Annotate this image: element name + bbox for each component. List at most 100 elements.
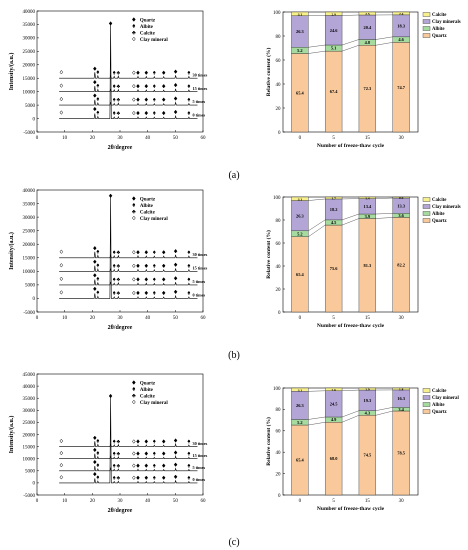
connector-line — [342, 39, 359, 46]
open-diamond-icon — [132, 83, 136, 89]
panel-label-c: (c) — [228, 537, 239, 548]
filled-diamond-icon — [144, 70, 149, 75]
data-label: 67.4 — [330, 89, 338, 94]
xrd-series-line — [59, 86, 198, 92]
connector-line — [308, 224, 326, 237]
filled-diamond-icon — [136, 439, 140, 444]
legend-swatch — [422, 409, 431, 414]
series-label: 30 times — [192, 72, 207, 77]
x-tick-label: 40 — [145, 499, 151, 504]
filled-diamond-icon — [144, 110, 149, 116]
x-tick-label: 15 — [365, 499, 371, 504]
filled-diamond-icon — [161, 97, 166, 102]
series-label: 30 times — [192, 441, 207, 446]
y-tick-label: 20000 — [23, 243, 36, 248]
xrd-series-line — [59, 279, 198, 286]
data-label: 24.6 — [330, 28, 338, 33]
legend-label: Albite — [432, 27, 445, 32]
filled-diamond-icon — [161, 70, 166, 75]
panel-label-a: (a) — [228, 170, 239, 181]
x-tick-label: 50 — [173, 136, 179, 141]
filled-spade-icon — [112, 291, 116, 295]
filled-diamond-icon — [173, 82, 178, 88]
bar-segment — [392, 11, 410, 16]
filled-spade-icon — [153, 264, 156, 268]
data-label: 65.4 — [296, 458, 304, 463]
filled-diamond-icon — [136, 290, 140, 296]
filled-diamond-icon — [144, 277, 149, 282]
filled-diamond-icon — [131, 196, 136, 201]
open-diamond-icon — [132, 451, 136, 456]
open-diamond-icon — [131, 36, 136, 42]
legend-label: Calcite — [432, 389, 446, 394]
filled-spade-icon — [187, 264, 191, 268]
connector-line — [341, 218, 360, 226]
filled-diamond-icon — [136, 83, 140, 89]
filled-diamond-icon — [136, 277, 140, 282]
y-tick-label: 30000 — [23, 216, 36, 221]
filled-club-icon — [132, 209, 136, 214]
filled-spade-icon — [153, 97, 156, 102]
series-label: 15 times — [192, 86, 207, 91]
stacked-bar-chart-a: 0 20 40 60 80 100 Relative content (%) Number o… — [265, 11, 461, 149]
legend-label: Calcite — [140, 32, 156, 37]
connector-line — [341, 415, 360, 423]
data-label: 13.4 — [364, 204, 372, 209]
y-tick-label: 20000 — [23, 433, 36, 438]
filled-spade-icon — [187, 70, 191, 75]
legend-label: Calcite — [140, 211, 156, 216]
open-diamond-icon — [132, 97, 136, 102]
legend-label: Clay mineral — [140, 401, 169, 406]
x-tick-label: 0 — [299, 136, 302, 141]
filled-spade-icon — [132, 24, 136, 28]
filled-spade-icon — [96, 249, 100, 254]
bar-segment — [324, 11, 343, 16]
x-tick-label: 10 — [62, 136, 68, 141]
stacked-bar-chart-b: 0 20 40 60 80 100 Relative content (%) Number o… — [265, 196, 461, 329]
filled-diamond-icon — [161, 439, 166, 444]
filled-diamond-icon — [136, 250, 140, 255]
filled-spade-icon — [112, 439, 116, 444]
bar-segment — [358, 387, 377, 391]
legend-swatch — [422, 33, 431, 38]
data-label: 4.6 — [398, 37, 404, 42]
x-axis-label: 2θ/degree — [108, 145, 133, 151]
filled-spade-icon — [96, 290, 100, 295]
open-diamond-icon — [132, 70, 136, 75]
legend-label: Quartz — [140, 198, 156, 203]
filled-spade-icon — [187, 291, 191, 295]
series-label: 30 times — [192, 252, 207, 257]
data-label: 5.2 — [297, 48, 303, 53]
filled-diamond-icon — [131, 380, 136, 385]
xrd-series-line — [59, 99, 198, 106]
xrd-series-line — [59, 441, 198, 447]
stacked-bar-chart-c: 0 20 40 60 80 100 Relative content (%) Number o… — [265, 387, 459, 512]
filled-diamond-icon — [93, 93, 97, 98]
x-tick-label: 30 — [399, 316, 405, 321]
filled-spade-icon — [112, 475, 116, 480]
open-diamond-icon — [132, 250, 136, 255]
data-label: 13.3 — [397, 203, 405, 208]
data-label: 65.4 — [296, 272, 304, 277]
filled-club-icon — [116, 71, 120, 75]
y-tick-label: 5000 — [25, 470, 36, 475]
filled-diamond-icon — [173, 69, 178, 74]
filled-diamond-icon — [136, 475, 140, 480]
plot-frame — [282, 11, 419, 133]
x-tick-label: 50 — [173, 316, 179, 321]
y-tick-label: 15000 — [23, 445, 36, 450]
x-axis-label: 2θ/degree — [108, 508, 133, 514]
data-label: 82.2 — [397, 262, 405, 267]
filled-diamond-icon — [93, 471, 97, 477]
filled-spade-icon — [112, 451, 116, 456]
x-tick-label: 0 — [36, 316, 39, 321]
filled-spade-icon — [96, 475, 100, 480]
legend-label: Calcite — [432, 198, 446, 203]
open-diamond-icon — [132, 475, 136, 480]
filled-spade-icon — [132, 203, 136, 207]
filled-diamond-icon — [136, 97, 140, 102]
y-tick-label: 60 — [276, 59, 282, 64]
filled-diamond-icon — [93, 447, 97, 453]
data-label: 4.8 — [365, 40, 371, 45]
connector-line — [375, 197, 393, 199]
